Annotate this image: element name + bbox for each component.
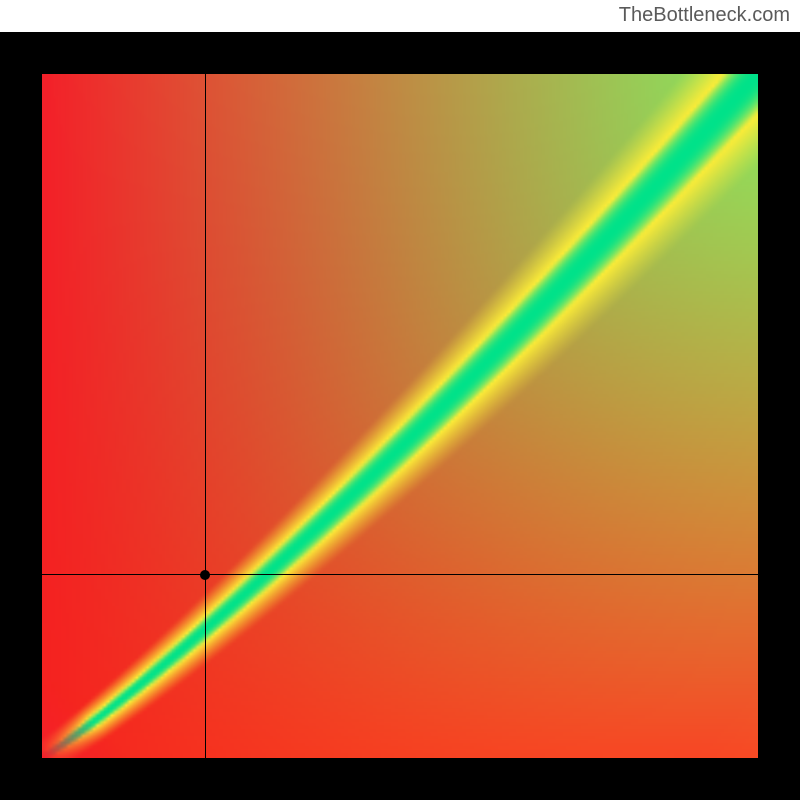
plot-frame <box>0 32 800 800</box>
crosshair-vertical-line <box>205 74 206 758</box>
root: TheBottleneck.com <box>0 0 800 800</box>
watermark-text: TheBottleneck.com <box>619 4 790 27</box>
heatmap-plot-area <box>42 74 758 758</box>
crosshair-marker-dot <box>200 570 210 580</box>
heatmap-canvas <box>42 74 758 758</box>
crosshair-horizontal-line <box>42 574 758 575</box>
